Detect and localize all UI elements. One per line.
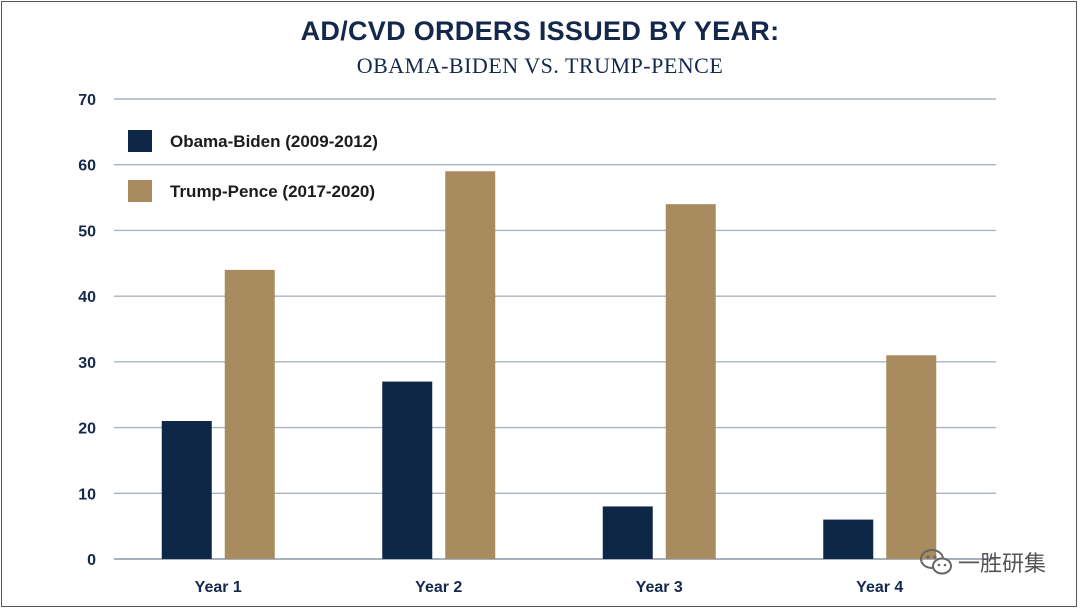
bar-trump-pence-3 (665, 204, 716, 559)
x-tick-label: Year 2 (415, 579, 462, 596)
legend-swatch (128, 180, 152, 202)
y-tick-label: 0 (87, 552, 96, 569)
legend-label: Trump-Pence (2017-2020) (170, 182, 375, 201)
bar-obama-biden-1 (161, 421, 212, 559)
bar-trump-pence-2 (445, 171, 496, 560)
y-tick-label: 40 (78, 289, 96, 306)
legend-label: Obama-Biden (2009-2012) (170, 132, 378, 151)
y-tick-label: 70 (78, 92, 96, 109)
chart-subtitle: OBAMA-BIDEN VS. TRUMP-PENCE (356, 53, 724, 78)
wechat-icon (920, 549, 952, 575)
legend-swatch (128, 130, 152, 152)
x-tick-label: Year 3 (636, 579, 683, 596)
y-tick-label: 30 (78, 355, 96, 372)
bar-trump-pence-1 (224, 269, 275, 559)
y-tick-label: 10 (78, 486, 96, 503)
y-tick-label: 50 (78, 223, 96, 240)
bar-obama-biden-4 (823, 519, 874, 559)
watermark-text: 一胜研集 (958, 552, 1047, 577)
x-tick-label: Year 4 (856, 579, 903, 596)
x-tick-label: Year 1 (195, 579, 242, 596)
bar-obama-biden-2 (382, 381, 433, 559)
bar-obama-biden-3 (602, 506, 653, 559)
y-tick-label: 20 (78, 421, 96, 438)
y-tick-label: 60 (78, 158, 96, 175)
bar-trump-pence-4 (886, 355, 937, 559)
chart-title: AD/CVD ORDERS ISSUED BY YEAR: (300, 16, 780, 46)
watermark: 一胜研集 (918, 545, 1046, 579)
